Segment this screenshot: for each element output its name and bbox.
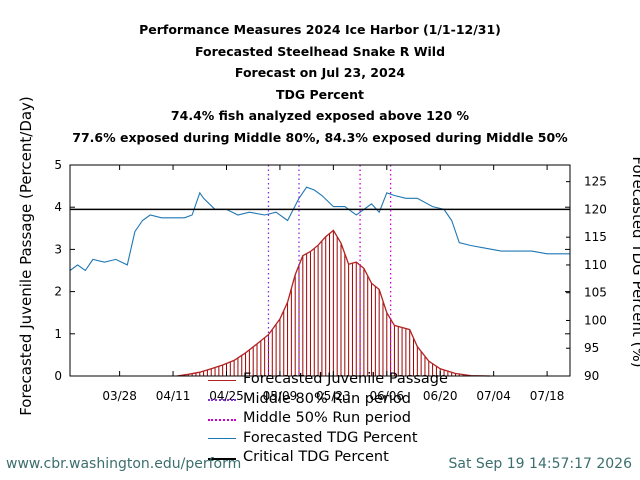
run-period-lines xyxy=(267,165,392,376)
y-right-tick-label: 90 xyxy=(584,369,599,383)
legend-label-passage: Forecasted Juvenile Passage xyxy=(243,371,448,387)
y-right-tick-label: 115 xyxy=(584,230,607,244)
y-left-tick-label: 1 xyxy=(54,327,62,341)
x-tick-label: 03/28 xyxy=(102,389,137,403)
y-left-tick-label: 3 xyxy=(54,242,62,256)
y-right-tick-label: 100 xyxy=(584,313,607,327)
x-tick-label: 04/11 xyxy=(156,389,191,403)
plot-frame xyxy=(69,164,571,377)
legend-item-passage: Forecasted Juvenile Passage xyxy=(208,370,448,390)
title-line-4: TDG Percent xyxy=(275,86,365,102)
legend-label-critical: Critical TDG Percent xyxy=(243,449,389,465)
footer-timestamp: Sat Sep 19 14:57:17 2026 xyxy=(448,456,632,472)
tdg-series xyxy=(69,186,570,272)
x-tick-label: 07/18 xyxy=(530,389,565,403)
legend-item-middle50: Middle 50% Run period xyxy=(208,409,448,429)
y-axis-label-left: Forecasted Juvenile Passage (Percent/Day… xyxy=(17,96,35,416)
legend: Forecasted Juvenile Passage Middle 80% R… xyxy=(208,370,448,468)
y-right-tick-label: 120 xyxy=(584,202,607,216)
legend-item-critical: Critical TDG Percent xyxy=(208,448,448,468)
x-tick-label: 06/20 xyxy=(423,389,458,403)
footer-url[interactable]: www.cbr.washington.edu/perform xyxy=(6,456,242,472)
legend-item-tdg: Forecasted TDG Percent xyxy=(208,429,448,449)
legend-label-middle50: Middle 50% Run period xyxy=(243,410,411,426)
y-left-tick-label: 2 xyxy=(54,285,62,299)
legend-item-middle80: Middle 80% Run period xyxy=(208,390,448,410)
title-line-3: Forecast on Jul 23, 2024 xyxy=(234,65,406,81)
title-line-6: 77.6% exposed during Middle 80%, 84.3% e… xyxy=(72,129,568,145)
y-right-tick-label: 105 xyxy=(584,286,607,300)
x-tick-label: 05/23 xyxy=(316,389,351,403)
x-tick-label: 05/09 xyxy=(263,389,298,403)
y-axis-label-right: Forecasted TDG Percent (%) xyxy=(629,156,640,367)
y-left-tick-label: 4 xyxy=(54,200,62,214)
chart-title: Performance Measures 2024 Ice Harbor (1/… xyxy=(0,19,640,149)
x-tick-label: 07/04 xyxy=(476,389,511,403)
tdg-line xyxy=(69,186,570,272)
legend-label-middle80: Middle 80% Run period xyxy=(243,390,411,407)
y-left-tick-label: 0 xyxy=(54,369,62,383)
y-left-tick-label: 5 xyxy=(54,158,62,172)
title-line-2: Forecasted Steelhead Snake R Wild xyxy=(194,43,446,59)
legend-label-tdg: Forecasted TDG Percent xyxy=(243,429,418,446)
x-tick-label: 06/06 xyxy=(369,389,404,403)
plot-border xyxy=(69,164,571,377)
passage-series xyxy=(176,229,490,377)
y-right-tick-label: 95 xyxy=(584,341,599,355)
title-line-1: Performance Measures 2024 Ice Harbor (1/… xyxy=(139,22,501,37)
title-line-5: 74.4% fish analyzed exposed above 120 % xyxy=(170,108,470,124)
passage-line xyxy=(176,229,490,377)
y-right-tick-label: 125 xyxy=(584,175,607,189)
passage-bars xyxy=(180,230,479,376)
y-right-tick-label: 110 xyxy=(584,258,607,272)
